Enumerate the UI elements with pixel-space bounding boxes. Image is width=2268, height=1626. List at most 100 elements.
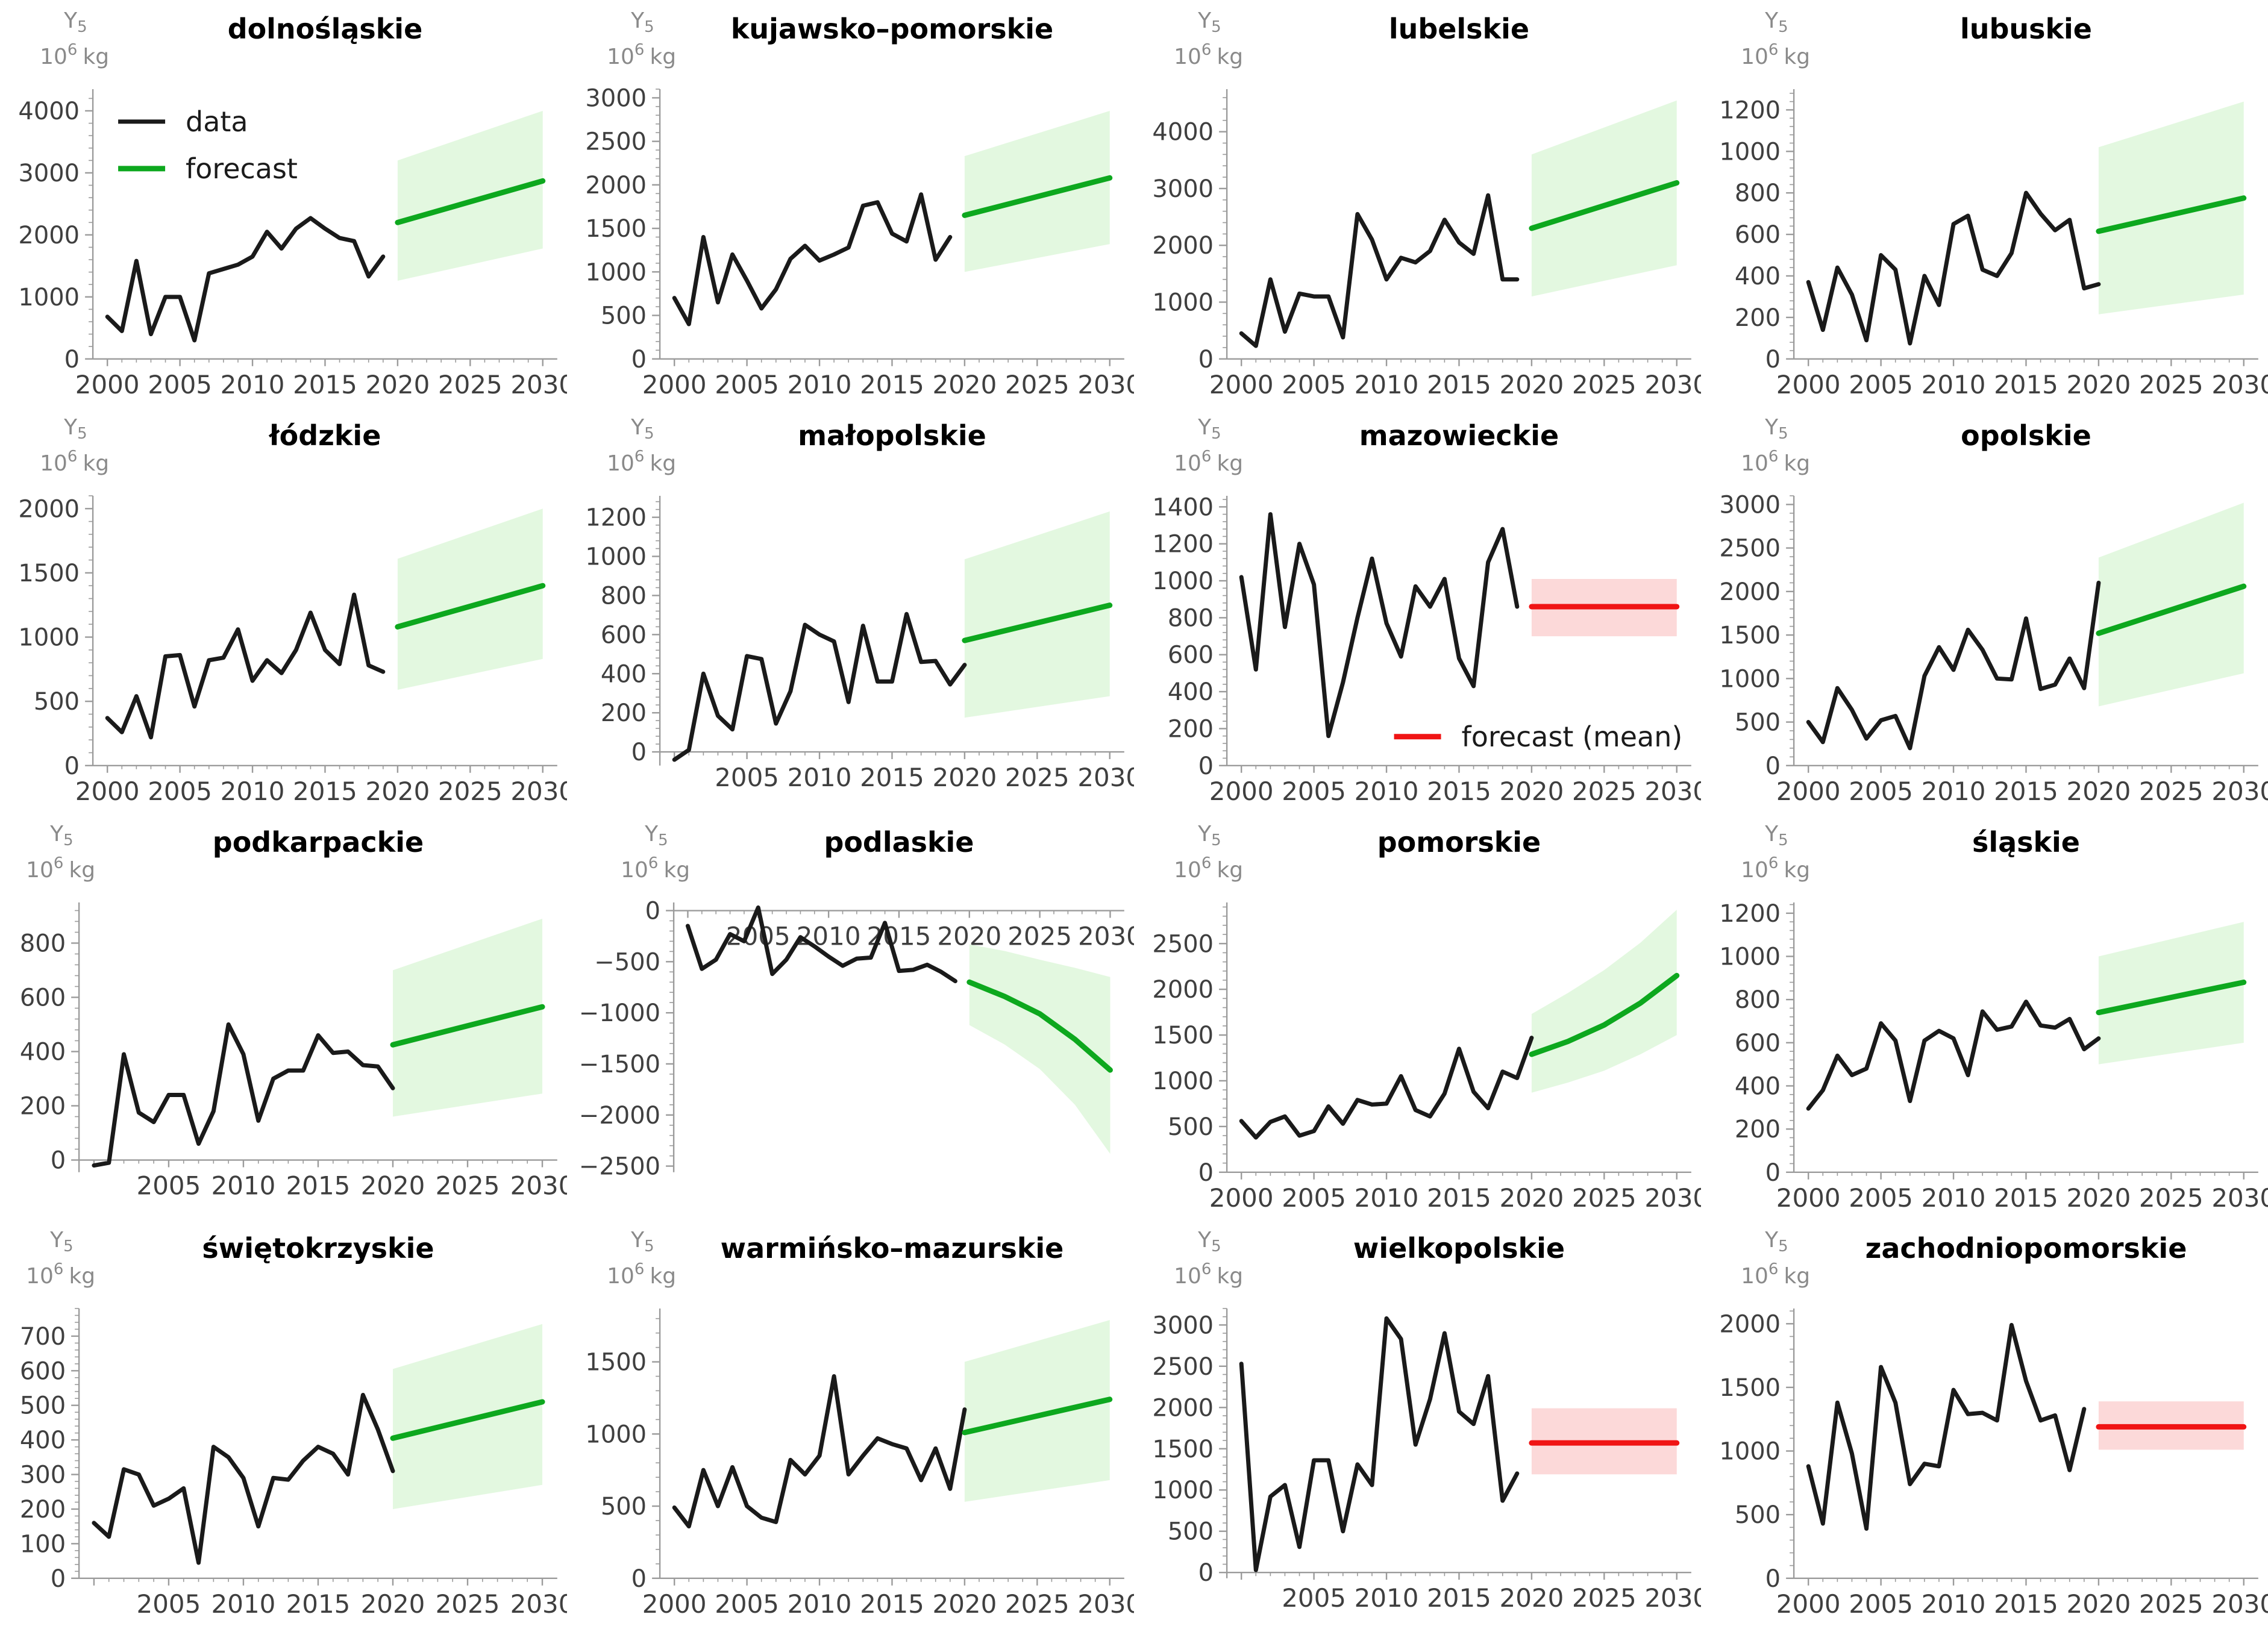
data-line — [685, 905, 957, 983]
x-tick-labels: 2000 2005 2010 2015 2020 2025 2030 — [1209, 1172, 1701, 1212]
y-tick-label: 1500 — [585, 1349, 647, 1377]
legend-label-forecast-mean: forecast (mean) — [1462, 721, 1683, 753]
y-tick-label: 1500 — [1152, 1436, 1214, 1463]
y-tick-label: 2000 — [18, 222, 80, 249]
x-tick-label: 2015 — [860, 763, 924, 792]
y-axis-unit-label: Y5 106 kg — [26, 1228, 95, 1289]
x-tick-label: 2005 — [148, 370, 212, 399]
y-tick-label: 1400 — [1152, 493, 1214, 521]
forecast-mean-line — [1529, 972, 1680, 1057]
svg-text:Y5: Y5 — [644, 821, 668, 849]
chart-podkarpackie: podkarpackie Y5 106 kg 0 200 400 600 800 2005 2010… — [20, 821, 567, 1200]
x-tick-label: 2030 — [1644, 777, 1701, 806]
y-tick-labels: 0 500 1000 1500 2000 2500 3000 — [1152, 1308, 1227, 1587]
svg-text:Y5: Y5 — [1764, 415, 1788, 443]
x-tick-label: 2020 — [365, 370, 430, 399]
x-tick-label: 2005 — [137, 1171, 201, 1200]
y-axis-unit-label: Y5 106 kg — [607, 1228, 676, 1289]
x-tick-label: 2025 — [1005, 763, 1070, 792]
y-tick-label: 0 — [645, 897, 660, 925]
y-tick-label: 0 — [64, 752, 80, 780]
data-line — [1806, 1323, 2087, 1531]
x-tick-label: 2025 — [1005, 370, 1070, 399]
y-tick-label: 2000 — [1719, 1311, 1781, 1339]
svg-text:Y5: Y5 — [1764, 821, 1788, 849]
x-tick-label: 2030 — [2211, 1183, 2268, 1212]
chart-zachodniopomorskie: zachodniopomorskie Y5 106 kg 0 500 1000 1500 200… — [1719, 1228, 2268, 1619]
y-tick-label: 0 — [1765, 346, 1781, 374]
x-tick-label: 2005 — [1849, 1183, 1913, 1212]
y-tick-label: 0 — [1765, 752, 1781, 780]
x-tick-label: 2020 — [2066, 1589, 2131, 1619]
chart-title: podlaskie — [824, 825, 974, 858]
y-axis-unit-label: Y5 106 kg — [1741, 821, 1810, 882]
data-line — [1806, 580, 2101, 751]
chart-title: śląskie — [1972, 825, 2080, 858]
forecast-mean-line — [1529, 180, 1680, 231]
x-tick-label: 2005 — [137, 1589, 201, 1619]
x-tick-label: 2010 — [1355, 370, 1419, 399]
y-tick-label: 800 — [1168, 604, 1214, 632]
y-tick-label: 1000 — [1152, 289, 1214, 316]
y-tick-label: 0 — [1765, 1159, 1781, 1186]
y-tick-label: 1000 — [18, 624, 80, 651]
x-tick-label: 2000 — [1776, 1183, 1841, 1212]
svg-text:Y5: Y5 — [49, 1228, 74, 1255]
y-tick-label: 600 — [1735, 221, 1781, 249]
x-tick-label: 2030 — [510, 777, 567, 806]
y-tick-label: 400 — [1168, 678, 1214, 706]
x-tick-label: 2020 — [2066, 370, 2131, 399]
y-tick-labels: 0 500 1000 1500 2000 — [1719, 1311, 1794, 1593]
data-line — [1239, 1035, 1534, 1140]
y-tick-label: 0 — [51, 1565, 66, 1593]
y-tick-label: 500 — [1735, 708, 1781, 736]
x-tick-label: 2015 — [286, 1589, 351, 1619]
y-tick-label: 300 — [20, 1462, 66, 1489]
x-tick-label: 2005 — [1282, 1583, 1346, 1613]
x-tick-label: 2000 — [642, 1589, 707, 1619]
y-tick-label: 0 — [1198, 346, 1214, 374]
y-tick-label: 800 — [1735, 986, 1781, 1014]
x-tick-labels: 2000 2005 2010 2015 2020 2025 2030 — [75, 765, 567, 806]
svg-text:Y5: Y5 — [1197, 821, 1221, 849]
x-tick-label: 2010 — [1922, 370, 1986, 399]
x-tick-labels: 2000 2005 2010 2015 2020 2025 2030 — [642, 1578, 1134, 1619]
y-axis-unit-label: Y5 106 kg — [1741, 415, 1810, 476]
x-tick-label: 2025 — [2139, 1589, 2204, 1619]
svg-text:Y5: Y5 — [1197, 1228, 1221, 1255]
x-tick-label: 2020 — [2066, 777, 2131, 806]
y-tick-label: 0 — [51, 1146, 66, 1174]
chart-title: lubuskie — [1960, 13, 2092, 45]
forecast-confidence-band — [2098, 101, 2244, 314]
y-tick-label: 800 — [20, 930, 66, 957]
y-axis-unit-label: Y5 106 kg — [621, 821, 690, 882]
y-tick-labels: 0 500 1000 1500 2000 2500 — [1152, 906, 1227, 1186]
chart-wielkopolskie: wielkopolskie Y5 106 kg 0 500 1000 1500 2000 2500… — [1152, 1228, 1701, 1613]
y-tick-label: 500 — [601, 302, 647, 330]
x-tick-label: 2030 — [1077, 763, 1134, 792]
y-tick-label: 2000 — [1152, 232, 1214, 260]
y-tick-label: 3000 — [18, 160, 80, 187]
forecast-confidence-band — [1531, 909, 1677, 1093]
x-tick-label: 2000 — [1209, 1183, 1274, 1212]
chart-kujawsko-pomorskie: kujawsko–pomorskie Y5 106 kg 0 500 1000 1500 200… — [585, 8, 1134, 399]
chart-pomorskie: pomorskie Y5 106 kg 0 500 1000 1500 2000 2500 2000… — [1152, 821, 1701, 1212]
x-tick-label: 2015 — [860, 370, 924, 399]
y-axis-unit-label: Y5 106 kg — [1174, 415, 1243, 476]
svg-text:Y5: Y5 — [630, 8, 654, 36]
y-tick-label: 100 — [20, 1531, 66, 1559]
x-tick-label: 2015 — [1994, 1589, 2058, 1619]
y-axis-unit-label: Y5 106 kg — [1174, 1228, 1243, 1289]
chart-title: mazowieckie — [1359, 419, 1559, 452]
y-axis-unit-label: Y5 106 kg — [1741, 8, 1810, 69]
x-tick-label: 2000 — [1209, 370, 1274, 399]
legend-label-forecast: forecast — [186, 152, 298, 185]
x-tick-label: 2005 — [1849, 370, 1913, 399]
